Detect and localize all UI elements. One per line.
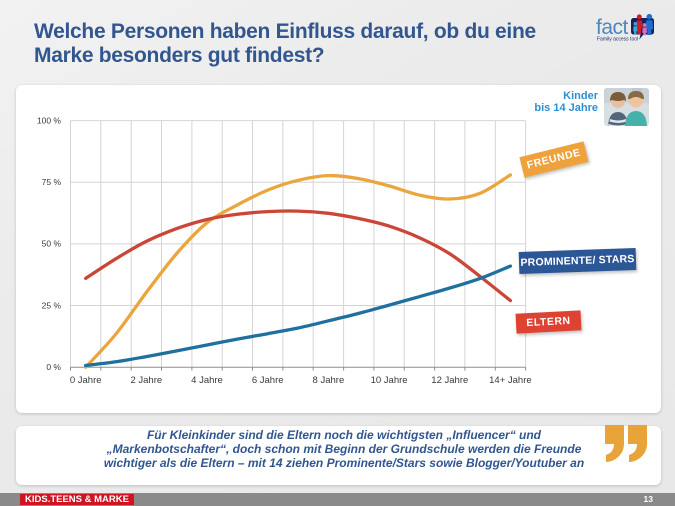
- svg-text:50 %: 50 %: [42, 239, 62, 249]
- svg-text:6 Jahre: 6 Jahre: [252, 375, 284, 386]
- svg-text:0 Jahre: 0 Jahre: [70, 375, 102, 386]
- svg-text:25 %: 25 %: [42, 300, 62, 310]
- svg-text:12 Jahre: 12 Jahre: [431, 375, 468, 386]
- svg-text:Family access tool: Family access tool: [597, 37, 638, 43]
- svg-text:4 Jahre: 4 Jahre: [191, 375, 223, 386]
- svg-text:75 %: 75 %: [42, 177, 62, 187]
- svg-text:2 Jahre: 2 Jahre: [130, 375, 162, 386]
- svg-text:fact: fact: [596, 16, 629, 39]
- svg-text:14+ Jahre: 14+ Jahre: [489, 375, 532, 386]
- svg-text:0 %: 0 %: [46, 362, 61, 372]
- svg-text:10 Jahre: 10 Jahre: [371, 375, 408, 386]
- svg-text:100 %: 100 %: [37, 115, 62, 125]
- svg-text:8 Jahre: 8 Jahre: [313, 375, 345, 386]
